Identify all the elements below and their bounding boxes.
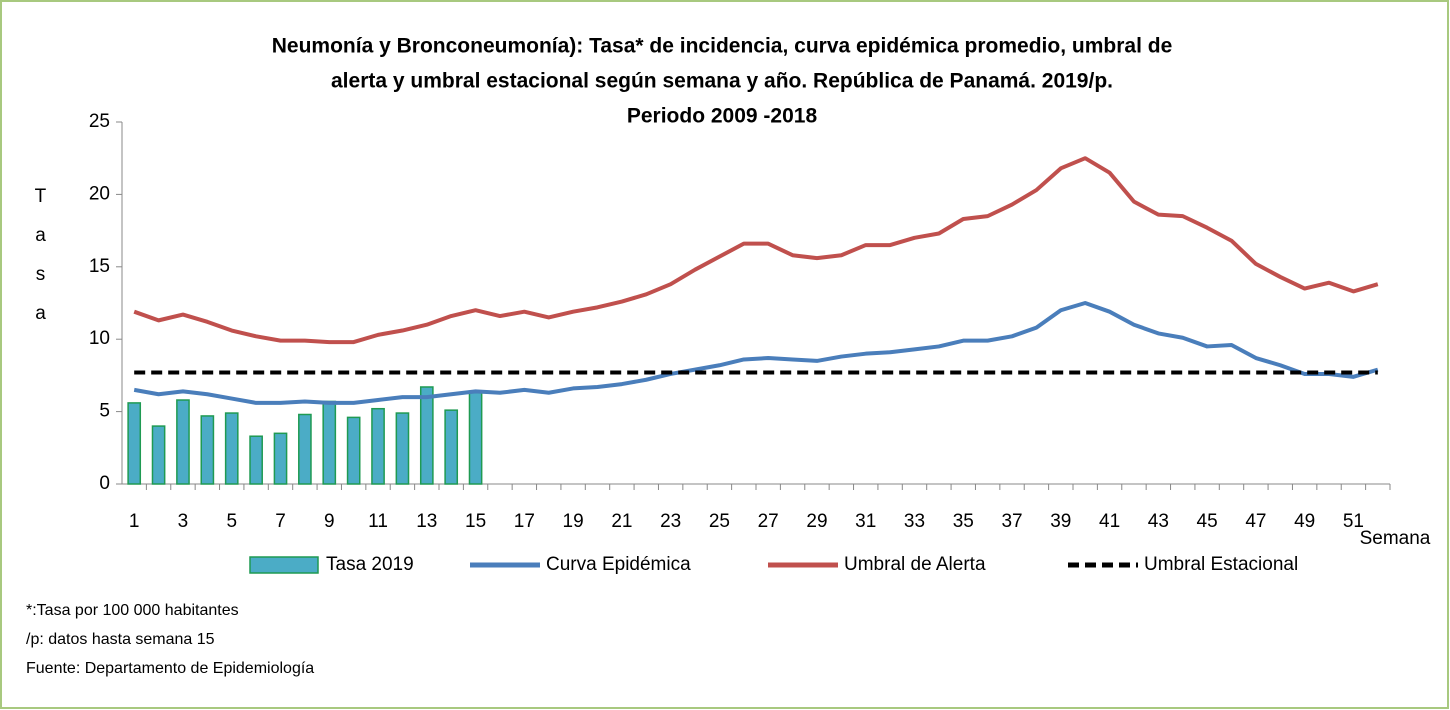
x-tick-label: 43 xyxy=(1148,511,1169,532)
bar xyxy=(444,409,459,485)
x-tick-label: 1 xyxy=(129,511,140,532)
x-tick-label: 31 xyxy=(855,511,876,532)
x-tick-label: 15 xyxy=(465,511,486,532)
x-tick-label: 13 xyxy=(416,511,437,532)
legend-label: Curva Epidémica xyxy=(546,554,691,575)
x-tick-label: 25 xyxy=(709,511,730,532)
x-tick-label: 45 xyxy=(1197,511,1218,532)
bar xyxy=(224,412,239,485)
x-tick-label: 35 xyxy=(953,511,974,532)
footnote: Fuente: Departamento de Epidemiología xyxy=(26,660,314,677)
x-tick-label: 27 xyxy=(758,511,779,532)
y-tick-label: 0 xyxy=(99,473,110,494)
x-axis-label: Semana xyxy=(1360,528,1431,549)
y-tick-label: 5 xyxy=(99,401,110,422)
x-tick-label: 9 xyxy=(324,511,335,532)
y-tick-label: 15 xyxy=(89,256,110,277)
bar xyxy=(346,416,361,485)
bar xyxy=(151,425,166,485)
x-tick-label: 11 xyxy=(368,511,388,532)
y-tick-label: 25 xyxy=(89,111,110,132)
bar xyxy=(322,400,337,485)
x-tick-label: 23 xyxy=(660,511,681,532)
x-tick-label: 7 xyxy=(275,511,286,532)
legend-label: Umbral Estacional xyxy=(1144,554,1298,575)
x-tick-label: 17 xyxy=(514,511,535,532)
footnote: /p: datos hasta semana 15 xyxy=(26,631,215,648)
x-tick-label: 19 xyxy=(563,511,584,532)
footnote: *:Tasa por 100 000 habitantes xyxy=(26,602,239,619)
y-tick-label: 10 xyxy=(89,328,110,349)
bar xyxy=(395,412,410,485)
y-tick-label: 20 xyxy=(89,183,110,204)
bar xyxy=(273,432,288,485)
legend-label: Tasa 2019 xyxy=(326,554,414,575)
legend-label: Umbral de Alerta xyxy=(844,554,986,575)
bar xyxy=(249,435,263,485)
x-tick-label: 49 xyxy=(1294,511,1315,532)
legend-swatch xyxy=(249,556,319,574)
bar xyxy=(419,386,434,485)
chart-title: Periodo 2009 -2018 xyxy=(627,105,818,128)
chart-title: alerta y umbral estacional según semana … xyxy=(331,70,1113,93)
bar xyxy=(371,407,385,485)
x-tick-label: 51 xyxy=(1343,511,1364,532)
x-tick-label: 3 xyxy=(178,511,189,532)
bar xyxy=(298,413,312,485)
x-tick-label: 47 xyxy=(1245,511,1266,532)
x-tick-label: 5 xyxy=(226,511,237,532)
x-tick-label: 33 xyxy=(904,511,925,532)
x-tick-label: 39 xyxy=(1050,511,1071,532)
bar xyxy=(127,402,142,485)
x-tick-label: 29 xyxy=(806,511,827,532)
bar xyxy=(468,392,483,485)
x-tick-label: 41 xyxy=(1099,511,1120,532)
line xyxy=(133,301,1379,405)
bar xyxy=(176,399,190,485)
chart-title: Neumonía y Bronconeumonía): Tasa* de inc… xyxy=(272,35,1173,58)
x-tick-label: 21 xyxy=(611,511,632,532)
bar xyxy=(200,415,215,485)
line xyxy=(133,156,1379,345)
x-tick-label: 37 xyxy=(1001,511,1022,532)
y-axis-label: Tasa xyxy=(30,186,51,342)
